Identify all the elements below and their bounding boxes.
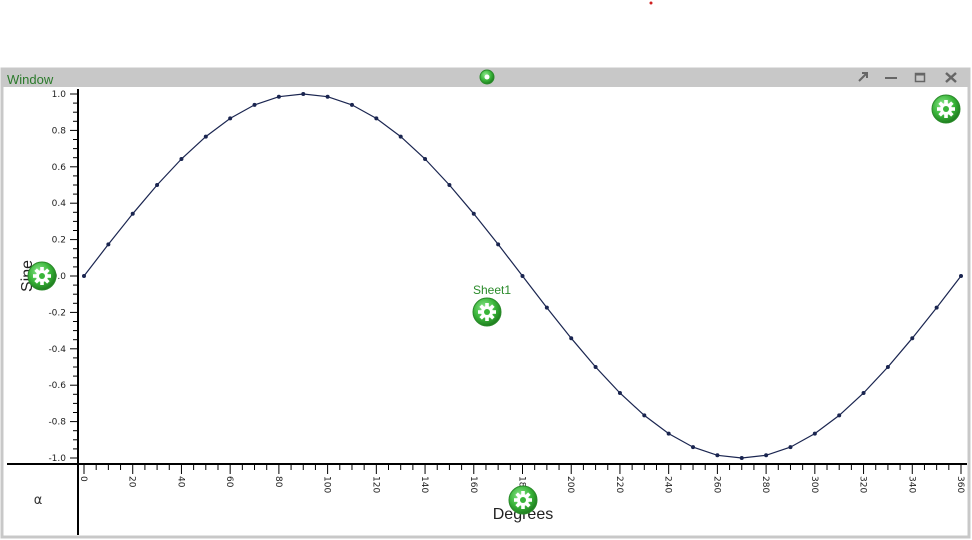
x-tick-label: 320: [858, 476, 868, 493]
data-point: [398, 134, 403, 139]
maximize-icon[interactable]: [911, 70, 929, 86]
x-tick-label: 80: [273, 476, 283, 488]
y-axis-ticks: 1.0 0.8 0.6 0.4 0.2 0.0 -0.2 -0.4 -0.6 -0.8 -1.0: [48, 90, 78, 464]
x-tick-label: 360: [955, 476, 965, 493]
data-point: [447, 183, 452, 187]
data-point: [155, 183, 160, 187]
data-point: [715, 453, 720, 458]
data-point: [934, 305, 939, 310]
data-point: [228, 116, 233, 121]
data-point: [739, 456, 744, 460]
data-point: [374, 116, 379, 121]
data-point: [617, 391, 622, 396]
data-point: [520, 274, 525, 278]
sine-series-points: [82, 92, 963, 460]
y-axis-gear-icon[interactable]: [27, 261, 57, 291]
window-title: Window: [7, 72, 54, 87]
data-point: [544, 305, 549, 310]
data-point: [130, 211, 135, 216]
data-point: [764, 453, 769, 458]
window-gear-icon[interactable]: [931, 94, 961, 124]
x-tick-label: 140: [419, 476, 429, 493]
titlebar-gear-icon[interactable]: [479, 69, 495, 85]
x-tick-label: 60: [224, 476, 234, 488]
x-tick-label: 260: [711, 476, 721, 493]
x-axis-title: Degrees: [493, 506, 553, 523]
y-tick-label: -0.8: [48, 418, 66, 428]
data-point: [276, 94, 281, 99]
y-tick-label: 0.4: [52, 199, 67, 209]
data-point: [325, 94, 330, 99]
x-tick-label: 300: [809, 476, 819, 493]
stray-dot: [649, 1, 653, 5]
data-point: [203, 134, 208, 139]
x-tick-label: 340: [906, 476, 916, 493]
x-tick-label: 0: [78, 476, 88, 482]
data-point: [471, 211, 476, 216]
x-tick-label: 180: [517, 476, 527, 493]
y-tick-label: 0.8: [52, 126, 67, 136]
data-point: [569, 336, 574, 341]
y-tick-label: -0.4: [48, 345, 66, 355]
x-tick-label: 20: [127, 476, 137, 488]
sheet-label: Sheet1: [473, 283, 511, 297]
x-tick-label: 40: [175, 476, 185, 488]
data-point: [642, 413, 647, 418]
x-axis-ticks: 0 20 40 60 80 100 120 140 160 180 200 220 240 260 280 3…: [78, 464, 965, 493]
alpha-symbol: α: [34, 493, 43, 508]
data-point: [252, 102, 257, 107]
data-point: [691, 445, 696, 450]
x-tick-label: 100: [322, 476, 332, 493]
data-point: [910, 336, 915, 341]
y-tick-label: 0.0: [52, 272, 67, 282]
y-tick-label: 0.2: [52, 236, 66, 246]
data-point: [106, 242, 111, 247]
data-point: [788, 445, 793, 450]
y-tick-label: 1.0: [52, 90, 67, 100]
data-point: [82, 274, 86, 278]
x-tick-label: 220: [614, 476, 624, 493]
data-point: [861, 391, 866, 396]
y-tick-label: -0.2: [48, 308, 66, 318]
x-tick-label: 240: [663, 476, 673, 493]
data-point: [885, 365, 890, 369]
x-tick-label: 280: [760, 476, 770, 493]
data-point: [593, 365, 598, 369]
x-tick-label: 160: [468, 476, 478, 493]
y-tick-label: 0.6: [52, 163, 67, 173]
y-tick-label: -1.0: [48, 454, 66, 464]
data-point: [837, 413, 842, 418]
data-point: [301, 92, 306, 96]
x-tick-label: 200: [565, 476, 575, 493]
data-point: [496, 242, 501, 247]
data-point: [349, 102, 354, 107]
restore-arrow-icon[interactable]: [853, 70, 871, 86]
x-axis-gear-icon[interactable]: [508, 485, 538, 515]
minimize-icon[interactable]: [882, 70, 900, 86]
y-tick-label: -0.6: [48, 381, 66, 391]
x-tick-label: 120: [370, 476, 380, 493]
data-point: [423, 156, 428, 161]
close-icon[interactable]: [942, 70, 960, 86]
data-point: [666, 431, 671, 436]
data-point: [812, 431, 817, 436]
data-point: [179, 156, 184, 161]
data-point: [959, 274, 963, 278]
sheet-gear-icon[interactable]: [472, 297, 502, 327]
